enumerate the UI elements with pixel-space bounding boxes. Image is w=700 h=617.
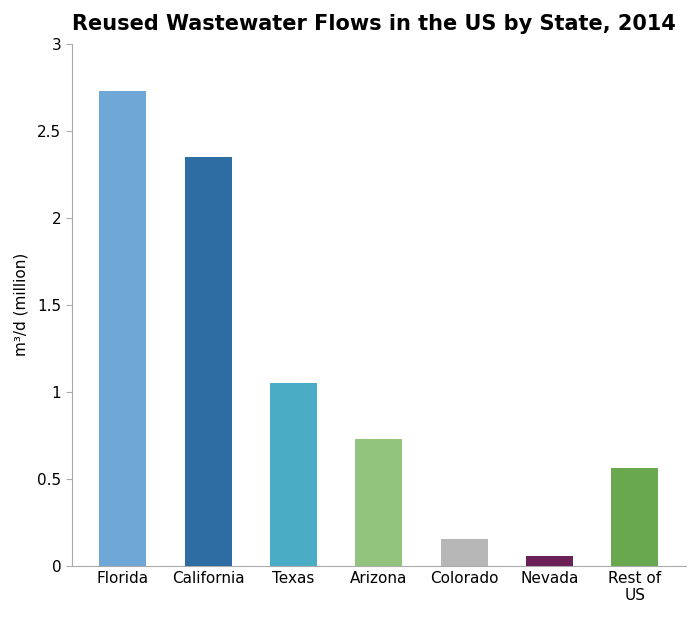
Bar [441,539,488,566]
Bar [270,383,317,566]
Bar [356,439,402,566]
Y-axis label: m³/d (million): m³/d (million) [14,253,29,357]
Bar [185,157,232,566]
Bar [612,468,659,566]
Bar [99,91,146,566]
Text: Reused Wastewater Flows in the US by State, 2014: Reused Wastewater Flows in the US by Sta… [72,14,676,34]
Bar [526,557,573,566]
